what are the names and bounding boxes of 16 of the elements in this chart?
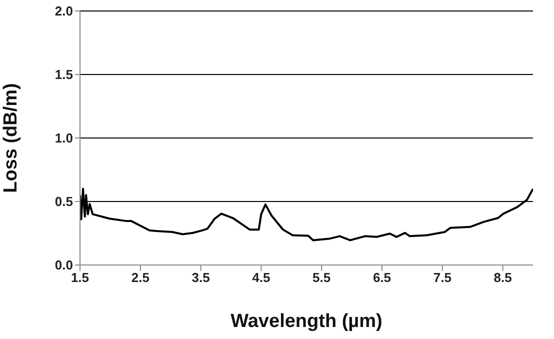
y-tick-label: 1.5 bbox=[54, 67, 73, 82]
x-tick-label: 5.5 bbox=[312, 270, 331, 286]
y-tick-label: 1.0 bbox=[54, 130, 73, 146]
x-tick-label: 6.5 bbox=[372, 270, 392, 286]
y-tick-label: 0.5 bbox=[54, 194, 73, 210]
x-tick-label: 4.5 bbox=[252, 270, 270, 286]
x-tick-label: 2.5 bbox=[131, 270, 150, 286]
x-tick-label: 1.5 bbox=[70, 270, 90, 286]
y-axis-title: Loss (dB/m) bbox=[0, 83, 22, 193]
line-series bbox=[80, 188, 533, 242]
y-tick-label: 2.0 bbox=[54, 4, 73, 19]
x-tick-label: 7.5 bbox=[433, 270, 452, 286]
x-tick-label: 3.5 bbox=[192, 270, 210, 286]
x-axis-title: Wavelength (µm) bbox=[230, 311, 382, 332]
y-tick-label: 0.0 bbox=[54, 258, 73, 273]
x-tick-label: 8.5 bbox=[494, 270, 512, 286]
